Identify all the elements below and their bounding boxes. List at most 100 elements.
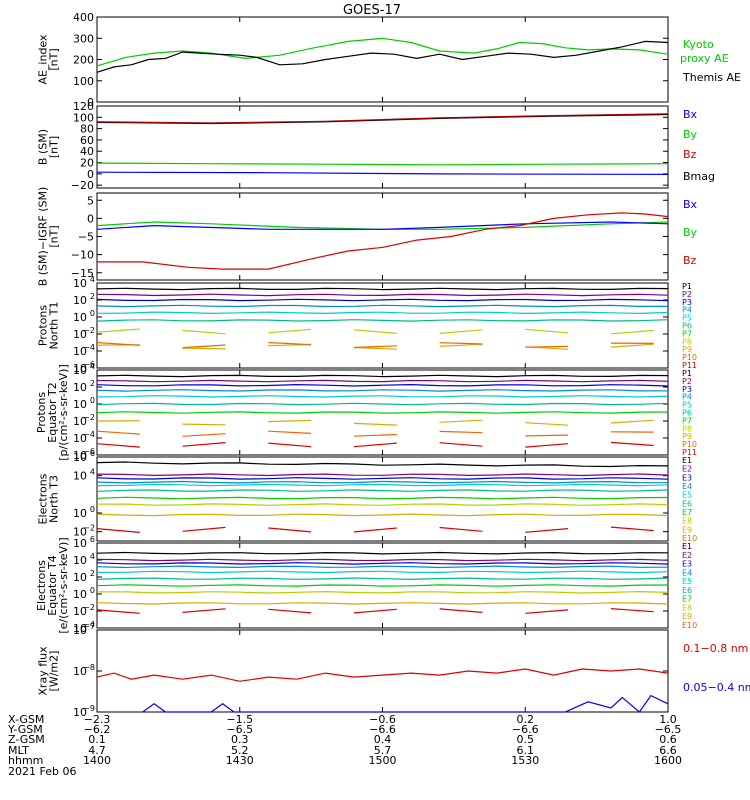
y-tick-exponent: −8 — [83, 663, 95, 672]
y-tick-exponent: −7 — [83, 622, 95, 631]
series-p9-segment — [525, 345, 569, 348]
y-tick-exponent: 0 — [90, 505, 95, 514]
series-e7 — [96, 584, 669, 587]
legend-p8: P8 — [682, 337, 692, 346]
series-e6 — [96, 489, 669, 492]
y-tick-exponent: 4 — [90, 468, 95, 477]
series-e1 — [96, 551, 669, 555]
y-tick-exponent: 2 — [90, 379, 95, 388]
legend-p3: P3 — [682, 385, 692, 394]
legend-p5: P5 — [682, 314, 692, 323]
series-e10-segment — [525, 528, 569, 533]
panel-frame — [96, 629, 669, 713]
series-kyoto-ae — [96, 37, 669, 67]
series-p9-segment — [182, 344, 226, 349]
y-axis-label: [nT] — [48, 225, 61, 247]
series-e10-segment — [268, 608, 312, 614]
y-tick-label: 10 — [73, 571, 87, 584]
footer-value: −6.2 — [84, 723, 111, 736]
y-tick-exponent: 2 — [90, 292, 95, 301]
series-p2 — [96, 293, 669, 297]
y-tick-exponent: 2 — [90, 569, 95, 578]
series-p4 — [96, 304, 668, 308]
series-p8-segment — [353, 422, 397, 426]
y-tick-exponent: −4 — [83, 430, 95, 439]
footer-value: 1530 — [511, 754, 539, 767]
y-tick-label: 10 — [73, 449, 87, 462]
legend-e3: E3 — [682, 560, 692, 569]
y-tick-exponent: −9 — [83, 704, 95, 713]
series-bz — [97, 212, 669, 270]
footer-value: 1430 — [226, 754, 254, 767]
legend-p5: P5 — [682, 401, 692, 410]
footer-value: 0.6 — [659, 733, 677, 746]
series-p9-segment — [439, 342, 483, 345]
series-e10-segment — [439, 526, 483, 532]
legend-p10: P10 — [682, 440, 697, 449]
series-p9-segment — [268, 430, 312, 434]
y-tick-label: 10 — [73, 362, 87, 375]
legend-e8: E8 — [682, 603, 692, 612]
series-p8-segment — [439, 419, 483, 423]
series-p1 — [96, 374, 669, 378]
footer-value: 1500 — [369, 754, 397, 767]
y-tick-exponent: −4 — [83, 620, 95, 629]
series-p4 — [96, 389, 669, 392]
series-p8-segment — [439, 343, 483, 347]
y-axis-label: B (SM)−IGRF (SM) — [37, 187, 50, 287]
series-e7 — [96, 496, 669, 500]
y-tick-exponent: −4 — [83, 343, 95, 352]
series-e10-segment — [96, 528, 140, 533]
series-bz — [96, 113, 669, 124]
y-tick-label: 5 — [87, 194, 94, 207]
footer-date: 2021 Feb 06 — [8, 765, 76, 778]
y-tick-label: 10 — [73, 554, 87, 567]
y-tick-label: 0 — [87, 168, 94, 181]
series-p7-segment — [353, 329, 397, 334]
legend-p1: P1 — [682, 282, 692, 291]
series-xray-short — [142, 694, 669, 713]
y-tick-label: 10 — [73, 507, 87, 520]
series-e2 — [96, 473, 669, 477]
legend-e2: E2 — [682, 551, 692, 560]
series-p9-segment — [182, 433, 226, 437]
series-e4 — [96, 565, 669, 569]
y-tick-exponent: 6 — [90, 449, 95, 458]
y-tick-label: 10 — [73, 294, 87, 307]
legend-themis-ae: Themis AE — [682, 71, 741, 84]
series-e5 — [96, 570, 669, 574]
series-p10-segment — [439, 442, 483, 447]
y-axis-label: [e/(cm²-s-sr-keV)] — [57, 537, 70, 633]
footer-label-mlt: MLT — [8, 744, 29, 757]
footer-label-y-gsm: Y-GSM — [7, 723, 43, 736]
y-tick-exponent: −2 — [83, 603, 95, 612]
y-tick-label: −5 — [78, 231, 94, 244]
legend-p9: P9 — [682, 432, 692, 441]
legend-p4: P4 — [682, 306, 692, 315]
legend-by: By — [683, 128, 698, 141]
series-e10-segment — [353, 608, 397, 614]
legend-p3: P3 — [682, 298, 692, 307]
series-themis-ae — [96, 40, 669, 73]
legend-e7: E7 — [682, 508, 692, 517]
footer-value: 5.2 — [231, 744, 249, 757]
legend-proxy-ae: proxy AE — [680, 52, 729, 65]
legend-bx: Bx — [683, 198, 698, 211]
y-tick-label: 10 — [73, 588, 87, 601]
y-axis-label: Protons — [35, 392, 48, 433]
legend-e1: E1 — [682, 456, 692, 465]
series-e5 — [96, 483, 669, 487]
footer-value: −6.5 — [226, 723, 253, 736]
y-axis-label: [nT] — [48, 136, 61, 158]
y-tick-label: 10 — [73, 665, 87, 678]
legend-bmag: Bmag — [683, 170, 715, 183]
series-p10-segment — [525, 443, 569, 448]
y-tick-label: 80 — [80, 123, 94, 136]
y-tick-label: 10 — [73, 415, 87, 428]
footer-value: −6.6 — [369, 723, 396, 736]
series-p9-segment — [353, 345, 397, 349]
series-e10-segment — [182, 608, 226, 613]
